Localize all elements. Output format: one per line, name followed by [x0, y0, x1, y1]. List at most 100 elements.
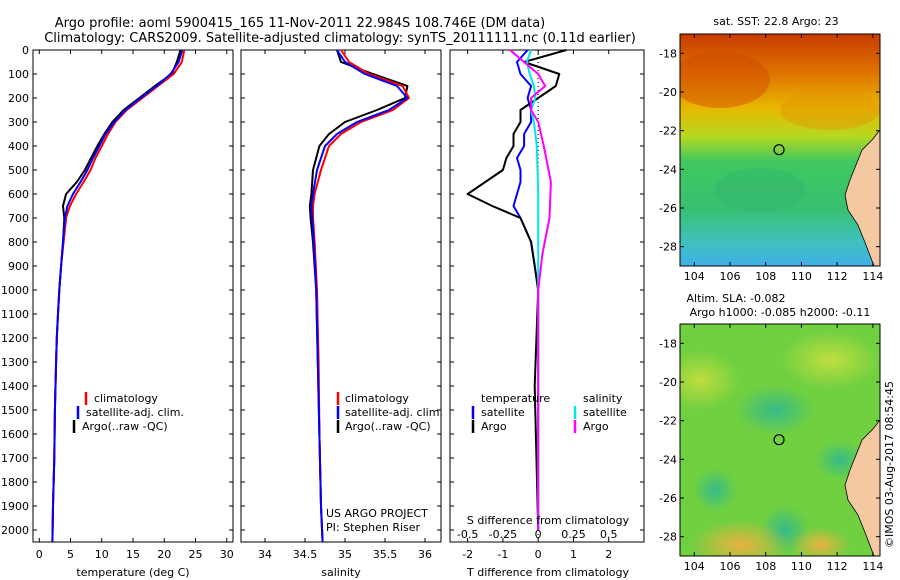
legend-title-salinity: salinity: [583, 392, 623, 405]
x-tick-label: -1: [497, 548, 508, 561]
x-tick-label: 2: [605, 548, 612, 561]
difference-lines: [466, 49, 567, 531]
temperature-legend: climatology satellite-adj. clim. Argo(..…: [72, 392, 184, 433]
x-tick-label: 1: [570, 548, 577, 561]
x-tick-label: 114: [862, 560, 883, 573]
difference-legend-temperature: temperature satellite Argo: [471, 392, 550, 433]
salinity-panel: 34 34.5 35 35.5 36 salinity climatology sate…: [240, 49, 443, 579]
series-line-climatology: [312, 49, 410, 543]
sla-high-patch: [690, 520, 790, 556]
legend-label-satellite: satellite-adj. clim.: [345, 406, 443, 419]
difference-legend-salinity: salinity satellite Argo: [573, 392, 627, 433]
sst-warm-patch: [680, 52, 770, 108]
sla-low-patch: [693, 468, 737, 512]
x2-tick-label: 0.25: [561, 528, 586, 541]
x-tick-label: 35: [338, 548, 352, 561]
series-line-argo-raw-qc-: [51, 49, 182, 543]
difference-x2label: S difference from climatology: [467, 514, 630, 527]
y-tick-label: 900: [8, 260, 29, 273]
y-tick-label: 600: [8, 188, 29, 201]
x2-tick-label: -0.5: [457, 528, 478, 541]
x-tick-label: 108: [755, 270, 776, 283]
sla-high-patch: [680, 350, 740, 410]
series-line-satellite-adj-clim-: [51, 49, 184, 543]
difference-xlabel: T difference from climatology: [466, 566, 629, 579]
sla-map-image: [680, 324, 880, 556]
sst-field: [680, 34, 880, 266]
y-tick-label: 0: [22, 44, 29, 57]
sst-cool-patch: [715, 168, 805, 212]
sst-map-image: [680, 34, 880, 266]
y-tick-label: 2000: [1, 524, 29, 537]
x-tick-label: 15: [126, 548, 140, 561]
y-tick-label: 1700: [1, 452, 29, 465]
credit-stamp: ©IMOS 03-Aug-2017 08:54:45: [883, 381, 896, 548]
sst-land: [844, 129, 880, 266]
sla-map-title-line-2: Argo h1000: -0.085 h2000: -0.11: [690, 306, 871, 319]
x-tick-label: 104: [684, 270, 705, 283]
y-tick-label: 400: [8, 140, 29, 153]
y-tick-label: 1900: [1, 500, 29, 513]
temperature-xlabel: temperature (deg C): [76, 566, 189, 579]
salinity-xlabel: salinity: [321, 566, 361, 579]
x-tick-label: 34.5: [293, 548, 318, 561]
y-tick-label: -28: [659, 241, 677, 254]
y-tick-label: -22: [659, 415, 677, 428]
x-tick-label: 110: [791, 560, 812, 573]
y-tick-label: 200: [8, 92, 29, 105]
temperature-panel: 0 5 10 15 20 25 300100200300400500600700800900…: [1, 44, 234, 579]
legend-label-argo: Argo(..raw -QC): [345, 420, 431, 433]
x-tick-label: 25: [189, 548, 203, 561]
y-tick-label: 1800: [1, 476, 29, 489]
legend-label-sal-argo: Argo: [583, 420, 609, 433]
y-tick-label: 1400: [1, 380, 29, 393]
y-tick-label: 1600: [1, 428, 29, 441]
series-line-salinity-argo: [509, 49, 552, 530]
x-tick-label: 30: [220, 548, 234, 561]
sla-map-title-line-1: Altim. SLA: -0.082: [686, 292, 785, 305]
y-tick-label: -26: [659, 202, 677, 215]
y-tick-label: -24: [659, 163, 677, 176]
sst-map-axes: 104 106 108 110 112 114 -18 -20 -22 -24 -26 -28: [659, 34, 883, 283]
sla-land: [844, 419, 880, 556]
sst-argo-location-marker: [773, 144, 785, 156]
project-annotation-line-1: US ARGO PROJECT: [326, 507, 428, 520]
y-tick-label: -22: [659, 125, 677, 138]
sst-map-title: sat. SST: 22.8 Argo: 23: [713, 15, 838, 28]
y-tick-label: -18: [659, 47, 677, 60]
x-tick-label: 108: [755, 560, 776, 573]
temperature-axes: 0 5 10 15 20 25 300100200300400500600700800900…: [1, 44, 234, 561]
sst-map-panel: sat. SST: 22.8 Argo: 23 104 106 108 110 112 1…: [659, 15, 883, 283]
x-tick-label: 106: [720, 560, 741, 573]
sla-map-axes: 104 106 108 110 112 114 -18 -20 -22 -24 -26 -28: [659, 324, 883, 573]
sla-argo-location-marker: [773, 434, 785, 446]
x-tick-label: 114: [862, 270, 883, 283]
temperature-lines: [51, 49, 186, 543]
sla-high-patch: [780, 330, 880, 390]
x2-tick-label: -0.25: [489, 528, 517, 541]
x-tick-label: 10: [95, 548, 109, 561]
y-tick-label: 1100: [1, 308, 29, 321]
y-tick-label: 1200: [1, 332, 29, 345]
series-line-climatology: [51, 49, 186, 543]
difference-plot-frame: [449, 49, 645, 543]
legend-label-climatology: climatology: [345, 392, 409, 405]
y-tick-label: -20: [659, 376, 677, 389]
y-tick-label: 100: [8, 68, 29, 81]
legend-label-climatology: climatology: [94, 392, 158, 405]
legend-label-argo: Argo(..raw -QC): [82, 420, 168, 433]
y-tick-label: -20: [659, 86, 677, 99]
x-tick-label: 106: [720, 270, 741, 283]
sst-map-frame: [679, 33, 881, 267]
x-tick-label: 110: [791, 270, 812, 283]
sla-low-patch: [735, 385, 815, 435]
x-tick-label: 0: [36, 548, 43, 561]
title-line-2: Climatology: CARS2009. Satellite-adjuste…: [44, 31, 636, 46]
y-tick-label: -26: [659, 492, 677, 505]
y-tick-label: 1000: [1, 284, 29, 297]
x-tick-label: 34: [258, 548, 272, 561]
project-annotation-line-2: PI: Stephen Riser: [326, 521, 421, 534]
